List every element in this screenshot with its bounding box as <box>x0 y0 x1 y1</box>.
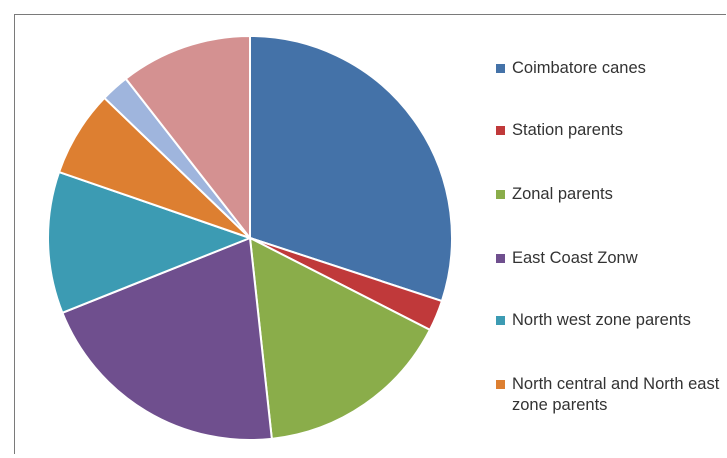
legend-swatch <box>496 380 505 389</box>
legend-label: Zonal parents <box>512 185 613 203</box>
legend-item-north-west-zone-parents: North west zone parents <box>496 310 722 331</box>
pie-slices <box>47 34 453 442</box>
legend-label: East Coast Zonw <box>512 249 638 267</box>
legend-swatch <box>496 126 505 135</box>
legend-swatch <box>496 64 505 73</box>
pie-slice-east-coast-zonw <box>61 236 273 442</box>
legend-item-zonal-parents: Zonal parents <box>496 184 722 205</box>
pie-slice-coimbatore-canes <box>249 34 453 303</box>
pie-slice-zonal-parents <box>248 236 432 440</box>
legend-item-north-central-and-north-east-zone-parents: North central and North east zone parent… <box>496 374 722 416</box>
legend-label: North central and North east zone parent… <box>512 375 720 414</box>
pie-slice-north-west-zone-parents <box>47 170 253 315</box>
legend-label: Station parents <box>512 121 623 139</box>
legend-label: North west zone parents <box>512 311 691 329</box>
legend-swatch <box>496 190 505 199</box>
legend-item-station-parents: Station parents <box>496 120 722 141</box>
pie-slice-slice-8 <box>124 34 251 241</box>
legend-swatch <box>496 254 505 263</box>
legend-item-east-coast-zonw: East Coast Zonw <box>496 248 722 269</box>
legend-label: Coimbatore canes <box>512 59 646 77</box>
legend-swatch <box>496 316 505 325</box>
legend-item-coimbatore-canes: Coimbatore canes <box>496 58 722 79</box>
